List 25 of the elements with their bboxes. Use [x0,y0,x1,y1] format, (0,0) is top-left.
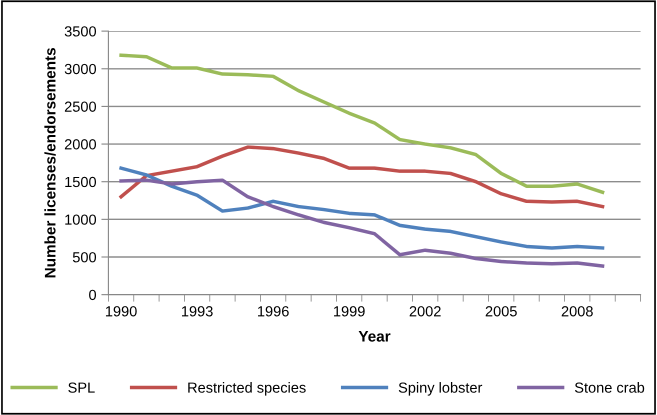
y-tick-label: 1000 [65,214,96,225]
line-series [119,53,604,194]
y-tick-label: 1500 [65,176,96,188]
x-tick-label: 1993 [182,306,213,316]
legend-label: Restricted species [188,382,306,396]
x-tick-label: 1996 [258,306,289,316]
y-tick-label: 2500 [64,102,96,112]
x-axis-title: Year [358,331,390,342]
y-tick-label: 500 [72,252,96,262]
y-tick-label: 3500 [64,26,96,37]
legend-label: SPL [68,382,95,393]
y-tick-label: 0 [89,290,96,300]
x-tick-label: 1990 [106,306,137,316]
y-tick-label: 3000 [64,64,96,74]
x-tick-label: 2002 [410,306,441,316]
line-series [119,166,604,250]
legend-label: Stone crab [574,382,644,393]
line-series [119,145,604,208]
y-tick-label: 2000 [64,139,96,150]
x-tick-label: 2008 [562,306,593,316]
y-axis-title: Number licenses/endorsements [44,48,56,278]
x-tick-label: 2005 [486,306,517,316]
line-series [119,178,604,268]
x-tick-label: 1999 [334,306,365,316]
legend-label: Spiny lobster [398,382,482,396]
